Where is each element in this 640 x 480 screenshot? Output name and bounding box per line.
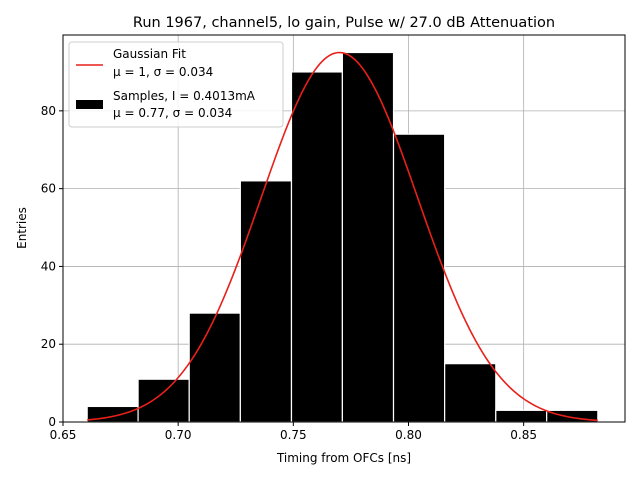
x-axis-ticks: 0.65 0.70 0.75 0.80 0.85 bbox=[50, 422, 537, 442]
histogram-bar bbox=[341, 51, 395, 423]
legend: Gaussian Fit μ = 1, σ = 0.034 Samples, I… bbox=[68, 41, 284, 128]
plot-frame bbox=[62, 34, 626, 423]
y-tick-label: 80 bbox=[41, 104, 56, 118]
y-tick-label: 60 bbox=[41, 182, 56, 196]
y-tick-label: 0 bbox=[48, 415, 56, 429]
x-tick-label: 0.80 bbox=[395, 428, 422, 442]
y-tick-label: 40 bbox=[41, 259, 56, 273]
x-tick-label: 0.75 bbox=[280, 428, 307, 442]
histogram-bar bbox=[290, 71, 343, 423]
histogram-bar bbox=[239, 180, 293, 423]
x-axis-label: Timing from OFCs [ns] bbox=[276, 451, 411, 465]
legend-box bbox=[68, 41, 284, 128]
y-axis-ticks: 0 20 40 60 80 bbox=[41, 104, 63, 429]
legend-samples-swatch bbox=[76, 100, 103, 109]
chart-title: Run 1967, channel5, lo gain, Pulse w/ 27… bbox=[133, 15, 555, 31]
legend-fit-name: Gaussian Fit bbox=[113, 47, 186, 61]
histogram-bar bbox=[495, 409, 548, 423]
y-axis-label: Entries bbox=[15, 207, 29, 249]
histogram-bar bbox=[444, 363, 497, 423]
y-tick-label: 20 bbox=[41, 337, 56, 351]
x-tick-label: 0.70 bbox=[165, 428, 192, 442]
histogram-bar bbox=[188, 312, 241, 423]
histogram-bar bbox=[392, 133, 446, 423]
legend-samples-stats: μ = 0.77, σ = 0.034 bbox=[113, 106, 232, 120]
legend-samples-name: Samples, I = 0.4013mA bbox=[113, 89, 256, 103]
gaussian-fit-curve bbox=[87, 51, 598, 422]
histogram-bar bbox=[137, 378, 190, 423]
x-tick-label: 0.85 bbox=[510, 428, 537, 442]
x-tick-label: 0.65 bbox=[50, 428, 77, 442]
legend-fit-stats: μ = 1, σ = 0.034 bbox=[113, 65, 213, 79]
